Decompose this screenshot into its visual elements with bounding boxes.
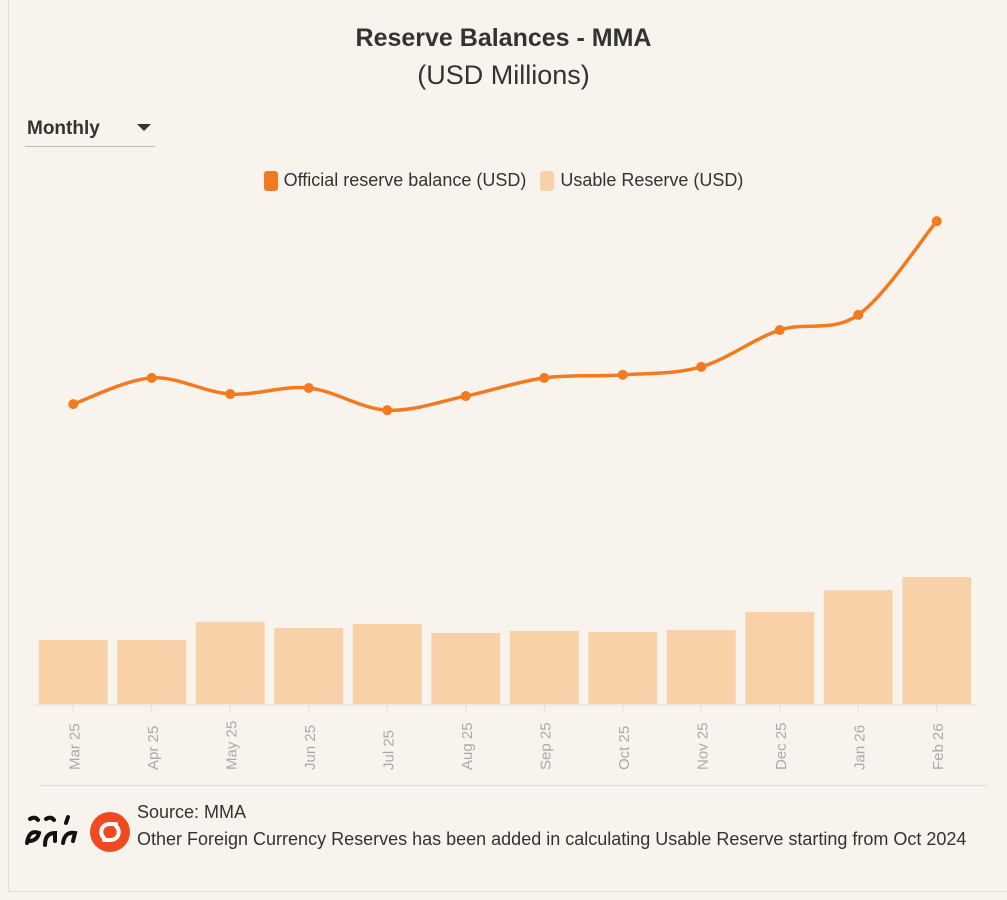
legend-swatch-usable (540, 170, 555, 191)
x-tick-label: May 25 (223, 721, 240, 770)
caret-down-icon (137, 124, 151, 131)
legend: Official reserve balance (USD) Usable Re… (0, 170, 1007, 191)
point-official-oct-25[interactable] (617, 369, 628, 380)
period-dropdown-value: Monthly (27, 118, 100, 139)
period-dropdown[interactable]: Monthly (25, 112, 155, 147)
bar-usable-mar-25[interactable] (38, 639, 108, 704)
x-tick-label: Feb 26 (930, 723, 947, 770)
chart-subtitle: (USD Millions) (417, 60, 590, 90)
x-tick-label: Sep 25 (537, 722, 554, 770)
bar-usable-oct-25[interactable] (588, 631, 658, 704)
point-official-sep-25[interactable] (539, 372, 550, 383)
footnotes: Source: MMA Other Foreign Currency Reser… (137, 799, 987, 853)
x-tick-label: Jul 25 (380, 730, 397, 770)
bar-usable-may-25[interactable] (195, 621, 265, 704)
x-tick-label: Mar 25 (66, 723, 83, 770)
point-official-jul-25[interactable] (382, 405, 393, 416)
point-official-mar-25[interactable] (68, 399, 79, 410)
point-official-jun-25[interactable] (303, 382, 314, 393)
bar-usable-jun-25[interactable] (274, 627, 344, 704)
footer-divider (38, 785, 988, 786)
bar-usable-dec-25[interactable] (745, 611, 815, 704)
x-tick-label: Nov 25 (694, 722, 711, 770)
bar-usable-jul-25[interactable] (352, 623, 422, 704)
bar-usable-sep-25[interactable] (509, 630, 579, 704)
point-official-may-25[interactable] (225, 389, 236, 400)
legend-label: Official reserve balance (USD) (283, 170, 527, 190)
point-official-apr-25[interactable] (146, 372, 157, 383)
chart-title: Reserve Balances - MMA (355, 24, 652, 52)
bar-usable-aug-25[interactable] (431, 632, 501, 704)
source-note: Source: MMA (137, 802, 247, 822)
bar-usable-nov-25[interactable] (666, 629, 736, 704)
legend-item-usable[interactable]: Usable Reserve (USD) (540, 170, 743, 191)
point-official-dec-25[interactable] (774, 325, 785, 336)
point-official-jan-26[interactable] (853, 309, 864, 320)
point-official-nov-25[interactable] (696, 361, 707, 372)
point-official-feb-26[interactable] (931, 216, 942, 227)
legend-label: Usable Reserve (USD) (560, 170, 744, 190)
x-tick-label: Apr 25 (145, 726, 162, 770)
legend-item-official[interactable]: Official reserve balance (USD) (263, 170, 527, 191)
brand-logo-icon (90, 812, 130, 852)
x-tick-label: Jun 25 (302, 725, 319, 770)
x-tick-label: Aug 25 (459, 722, 476, 770)
chart-plot: Mar 25 Apr 25 May 25 Jun 25 Jul 25 Aug 25 Sep … (34, 216, 976, 770)
chart-container (8, 0, 1007, 892)
bar-usable-jan-26[interactable] (823, 590, 893, 704)
legend-swatch-official (263, 170, 278, 191)
x-tick-label: Dec 25 (773, 722, 790, 770)
bar-usable-apr-25[interactable] (117, 639, 187, 704)
x-tick-label: Oct 25 (616, 726, 633, 770)
methodology-note: Other Foreign Currency Reserves has been… (137, 829, 967, 849)
bar-usable-feb-26[interactable] (902, 576, 972, 704)
x-tick-label: Jan 26 (851, 725, 868, 770)
hallhu-logo (25, 815, 78, 847)
point-official-aug-25[interactable] (460, 391, 471, 402)
line-official-reserve (72, 220, 939, 412)
